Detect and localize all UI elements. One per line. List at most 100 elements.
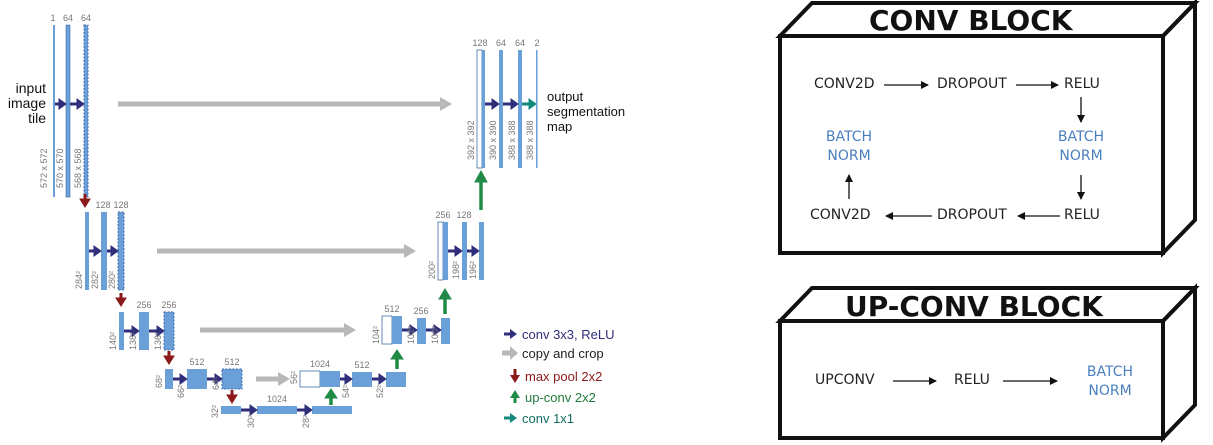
input-label-line: image xyxy=(8,95,46,111)
conv-arrow xyxy=(402,324,418,336)
node-relu-bottom: RELU xyxy=(1064,207,1100,223)
legend-item-conv: conv 3x3, ReLU xyxy=(504,327,615,342)
level1-maps xyxy=(53,24,89,198)
feature-map xyxy=(392,316,402,344)
feature-map xyxy=(119,312,124,350)
size-label: 388 x 388 xyxy=(507,120,517,160)
conv-block-arrows xyxy=(845,81,1085,220)
legend-label: conv 3x3, ReLU xyxy=(522,327,615,342)
feature-map xyxy=(312,406,352,414)
size-label: 52² xyxy=(375,385,385,398)
legend-item-upconv: up-conv 2x2 xyxy=(510,390,596,405)
node-dropout-top: DROPOUT xyxy=(937,76,1007,92)
feature-map xyxy=(117,211,125,291)
node-batchnorm-left: BATCH NORM xyxy=(822,128,876,166)
channel-label: 512 xyxy=(224,357,239,367)
node-dropout-bottom: DROPOUT xyxy=(937,207,1007,223)
feature-map xyxy=(53,25,55,197)
size-label: 56² xyxy=(289,371,299,384)
feature-map xyxy=(139,312,149,350)
size-label: 196² xyxy=(468,261,478,279)
output-label-line: map xyxy=(547,119,572,134)
conv-arrow xyxy=(448,245,463,257)
batchnorm-line: BATCH xyxy=(1057,129,1105,145)
size-label: 284² xyxy=(74,271,84,289)
channel-label: 1 xyxy=(50,13,55,23)
size-label: 66² xyxy=(176,385,186,398)
channel-label: 128 xyxy=(472,38,487,48)
conv-arrow xyxy=(149,325,165,337)
feature-map xyxy=(479,222,484,280)
channel-label: 256 xyxy=(413,306,428,316)
feature-map xyxy=(536,50,538,168)
feature-map xyxy=(65,24,71,198)
channel-label: 2 xyxy=(534,38,539,48)
feature-map xyxy=(476,49,483,169)
channel-label: 128 xyxy=(456,210,471,220)
feature-map xyxy=(443,222,448,280)
channel-label: 512 xyxy=(354,360,369,370)
legend-item-conv1x1: conv 1x1 xyxy=(504,411,574,426)
feature-map xyxy=(462,222,467,280)
node-upconv: UPCONV xyxy=(815,372,875,388)
node-relu: RELU xyxy=(954,372,990,388)
feature-map xyxy=(257,406,297,414)
size-label: 64² xyxy=(211,377,221,390)
batchnorm-line: NORM xyxy=(1059,148,1103,164)
level2-maps xyxy=(85,211,484,291)
size-label: 68² xyxy=(154,375,164,388)
size-label: 54² xyxy=(341,385,351,398)
legend-label: conv 1x1 xyxy=(522,411,574,426)
input-label-line: input xyxy=(16,80,46,96)
feature-map xyxy=(85,212,89,290)
conv-arrow xyxy=(124,325,140,337)
size-label: 568 x 568 xyxy=(73,148,83,188)
upconv-arrow xyxy=(438,288,452,314)
batchnorm-line: BATCH xyxy=(1086,364,1134,380)
batchnorm-line: NORM xyxy=(1088,383,1132,399)
size-label: 100² xyxy=(430,326,440,344)
level3-maps xyxy=(119,311,450,351)
feature-map xyxy=(165,369,173,389)
output-maps xyxy=(476,49,538,169)
feature-map xyxy=(518,50,522,168)
node-conv2d-bottom: CONV2D xyxy=(810,207,871,223)
channel-label: 512 xyxy=(189,357,204,367)
input-label-line: tile xyxy=(28,110,46,126)
size-label: 28² xyxy=(301,415,311,428)
feature-map xyxy=(482,50,485,168)
feature-map xyxy=(83,24,89,198)
size-label: 138² xyxy=(128,332,138,350)
channel-label: 64 xyxy=(515,38,525,48)
size-label: 102² xyxy=(406,326,416,344)
channel-label: 128 xyxy=(95,200,110,210)
batchnorm-line: NORM xyxy=(827,148,871,164)
size-label: 282² xyxy=(90,271,100,289)
channel-label: 64 xyxy=(496,38,506,48)
feature-map xyxy=(221,406,241,414)
conv-arrow xyxy=(503,98,519,110)
legend: conv 3x3, ReLU copy and crop max pool 2x… xyxy=(502,327,615,426)
node-batchnorm-right: BATCH NORM xyxy=(1054,128,1108,166)
feature-map xyxy=(101,212,107,290)
upconv-block-title: UP-CONV BLOCK xyxy=(845,290,1103,323)
level4-maps xyxy=(165,368,406,390)
conv-arrow xyxy=(173,373,188,385)
feature-map xyxy=(499,50,503,168)
feature-map xyxy=(441,318,450,344)
maxpool-arrow xyxy=(163,351,175,365)
level5-maps xyxy=(221,406,352,414)
node-batchnorm: BATCH NORM xyxy=(1083,363,1137,401)
upconv-arrows xyxy=(324,169,488,405)
batchnorm-line: BATCH xyxy=(825,129,873,145)
maxpool-arrow xyxy=(226,390,238,404)
channel-label: 128 xyxy=(113,200,128,210)
size-label: 30² xyxy=(246,415,256,428)
channel-label: 512 xyxy=(384,304,399,314)
feature-map xyxy=(417,318,426,344)
upconv-block-box xyxy=(775,283,1200,443)
conv-arrow xyxy=(241,404,258,416)
output-label-line: output xyxy=(547,89,584,104)
feature-map xyxy=(163,311,175,351)
